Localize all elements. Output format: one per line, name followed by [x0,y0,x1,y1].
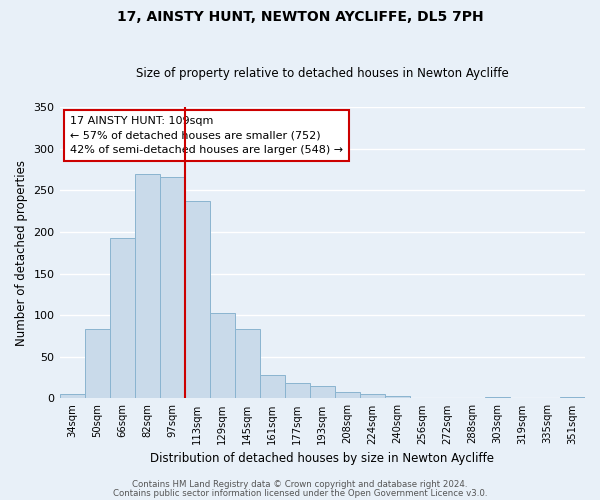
Bar [260,375,285,398]
Bar [85,330,110,398]
Bar [335,392,360,398]
Bar [59,394,85,398]
Y-axis label: Number of detached properties: Number of detached properties [15,160,28,346]
Bar [560,397,585,398]
Bar [185,201,209,398]
Bar [285,384,310,398]
Bar [310,386,335,398]
Bar [134,174,160,398]
Text: Contains HM Land Registry data © Crown copyright and database right 2024.: Contains HM Land Registry data © Crown c… [132,480,468,489]
Title: Size of property relative to detached houses in Newton Aycliffe: Size of property relative to detached ho… [136,66,509,80]
Bar [160,177,185,398]
Bar [360,394,385,398]
Text: Contains public sector information licensed under the Open Government Licence v3: Contains public sector information licen… [113,488,487,498]
Bar [235,328,260,398]
Text: 17 AINSTY HUNT: 109sqm
← 57% of detached houses are smaller (752)
42% of semi-de: 17 AINSTY HUNT: 109sqm ← 57% of detached… [70,116,343,156]
Bar [110,238,134,398]
Bar [209,312,235,398]
Bar [385,396,410,398]
Text: 17, AINSTY HUNT, NEWTON AYCLIFFE, DL5 7PH: 17, AINSTY HUNT, NEWTON AYCLIFFE, DL5 7P… [116,10,484,24]
X-axis label: Distribution of detached houses by size in Newton Aycliffe: Distribution of detached houses by size … [150,452,494,465]
Bar [485,397,510,398]
